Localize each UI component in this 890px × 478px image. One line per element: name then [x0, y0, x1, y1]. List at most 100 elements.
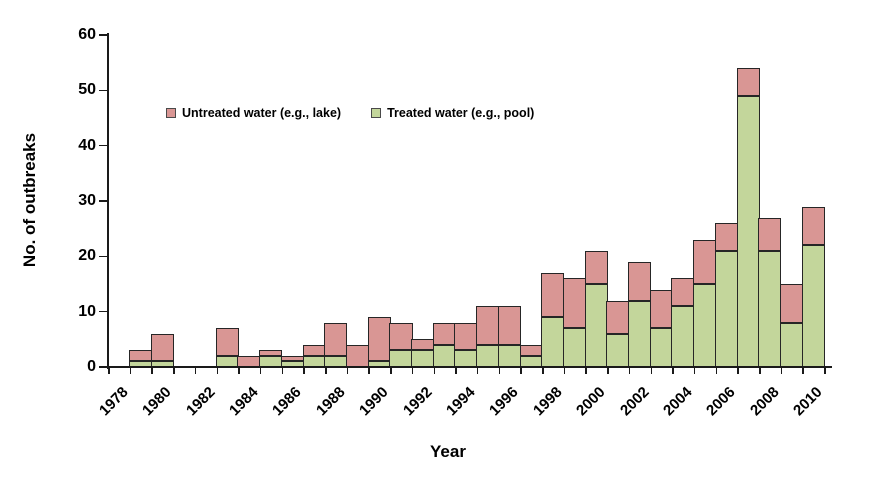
- bar-1991-treated: [389, 350, 413, 367]
- y-tick: [99, 255, 107, 258]
- bar-2001-untreated: [606, 300, 630, 334]
- y-tick-label: 60: [78, 26, 96, 43]
- bar-2000-untreated: [584, 250, 608, 284]
- x-tick: [476, 367, 479, 374]
- x-tick: [563, 367, 566, 374]
- x-tick: [802, 367, 804, 374]
- bar-2008-treated: [758, 250, 782, 367]
- bar-2001-treated: [606, 333, 630, 367]
- bar-1989-untreated: [345, 344, 370, 367]
- x-tick: [693, 367, 696, 374]
- y-tick: [99, 310, 107, 313]
- bar-2003-treated: [649, 328, 673, 367]
- legend: Untreated water (e.g., lake) Treated wat…: [166, 106, 534, 120]
- bar-2002-untreated: [628, 261, 652, 301]
- bar-1988-untreated: [324, 322, 348, 356]
- untreated-water-swatch-icon: [166, 108, 176, 118]
- x-tick-label-text: 2002: [616, 383, 653, 420]
- bar-2007-treated: [736, 95, 760, 367]
- y-tick-label: 50: [78, 81, 96, 99]
- y-tick-label: 0: [87, 358, 96, 375]
- x-tick-label-text: 2006: [703, 383, 740, 420]
- x-tick: [455, 367, 457, 374]
- x-tick: [194, 367, 197, 374]
- x-tick-label-text: 1980: [139, 383, 175, 420]
- x-tick: [628, 367, 631, 374]
- x-tick: [433, 367, 435, 374]
- y-tick: [99, 89, 107, 92]
- x-tick: [173, 367, 175, 374]
- y-tick-label: 20: [78, 247, 96, 265]
- x-tick: [650, 367, 652, 374]
- y-tick: [99, 366, 107, 368]
- bar-1999-untreated: [562, 278, 587, 329]
- x-tick-label-text: 1984: [226, 383, 262, 420]
- bar-1991-untreated: [389, 322, 413, 351]
- bar-1999-treated: [562, 328, 587, 367]
- x-tick-label-text: 1982: [182, 383, 219, 420]
- bar-2005-treated: [693, 284, 717, 367]
- x-tick-label-text: 1988: [312, 383, 349, 420]
- x-tick: [108, 367, 110, 374]
- x-tick: [672, 367, 674, 374]
- x-tick: [759, 367, 761, 374]
- x-tick-label-text: 1996: [486, 383, 523, 420]
- bar-1994-treated: [454, 350, 478, 367]
- bar-2009-treated: [779, 322, 804, 367]
- y-tick-label: 30: [78, 192, 96, 209]
- bar-2003-untreated: [649, 289, 673, 329]
- x-tick: [542, 367, 544, 374]
- y-tick-label: 40: [78, 136, 96, 154]
- bar-1996-untreated: [497, 306, 522, 345]
- bar-2010-untreated: [801, 206, 825, 246]
- x-tick: [824, 367, 826, 374]
- x-tick: [498, 367, 501, 374]
- bar-1995-treated: [476, 344, 500, 367]
- y-axis-line: [106, 33, 109, 369]
- x-tick: [737, 367, 739, 374]
- x-tick-label-text: 1986: [269, 383, 306, 420]
- x-tick: [368, 367, 370, 374]
- bar-2004-treated: [671, 306, 695, 367]
- y-axis-title: No. of outbreaks: [20, 132, 39, 268]
- x-tick: [346, 367, 349, 374]
- legend-item-treated: Treated water (e.g., pool): [371, 106, 534, 120]
- bar-2004-untreated: [671, 278, 695, 307]
- x-tick-label-text: 1992: [399, 383, 436, 420]
- x-tick: [151, 367, 153, 374]
- x-tick: [129, 367, 132, 374]
- x-tick: [303, 367, 305, 374]
- bar-1980-untreated: [150, 333, 174, 362]
- bar-1996-treated: [497, 344, 522, 367]
- x-tick-label-text: 2010: [790, 383, 826, 420]
- x-tick: [325, 367, 327, 374]
- bar-1987-untreated: [302, 344, 326, 356]
- x-tick: [585, 367, 587, 374]
- legend-label-treated: Treated water (e.g., pool): [387, 106, 535, 120]
- y-tick: [99, 200, 107, 202]
- x-tick: [607, 367, 609, 374]
- x-tick: [520, 367, 522, 374]
- bar-2008-untreated: [758, 217, 782, 251]
- bar-1992-untreated: [411, 339, 435, 351]
- bar-1986-untreated: [280, 355, 305, 362]
- x-axis-title: Year: [430, 442, 466, 461]
- x-tick-label-text: 2008: [746, 383, 783, 420]
- bar-1985-untreated: [259, 350, 283, 356]
- bar-2007-untreated: [736, 68, 760, 96]
- bar-1998-treated: [541, 317, 565, 367]
- y-tick: [99, 144, 107, 147]
- x-axis-line: [104, 366, 833, 368]
- bar-2010-treated: [801, 245, 825, 367]
- bar-2005-untreated: [693, 239, 717, 284]
- x-tick: [259, 367, 262, 374]
- bar-1997-untreated: [519, 344, 543, 356]
- bar-1993-untreated: [432, 322, 456, 345]
- x-tick: [238, 367, 240, 374]
- bar-1995-untreated: [476, 306, 500, 345]
- bar-1983-untreated: [215, 328, 239, 356]
- x-tick: [216, 367, 218, 374]
- x-tick: [281, 367, 284, 374]
